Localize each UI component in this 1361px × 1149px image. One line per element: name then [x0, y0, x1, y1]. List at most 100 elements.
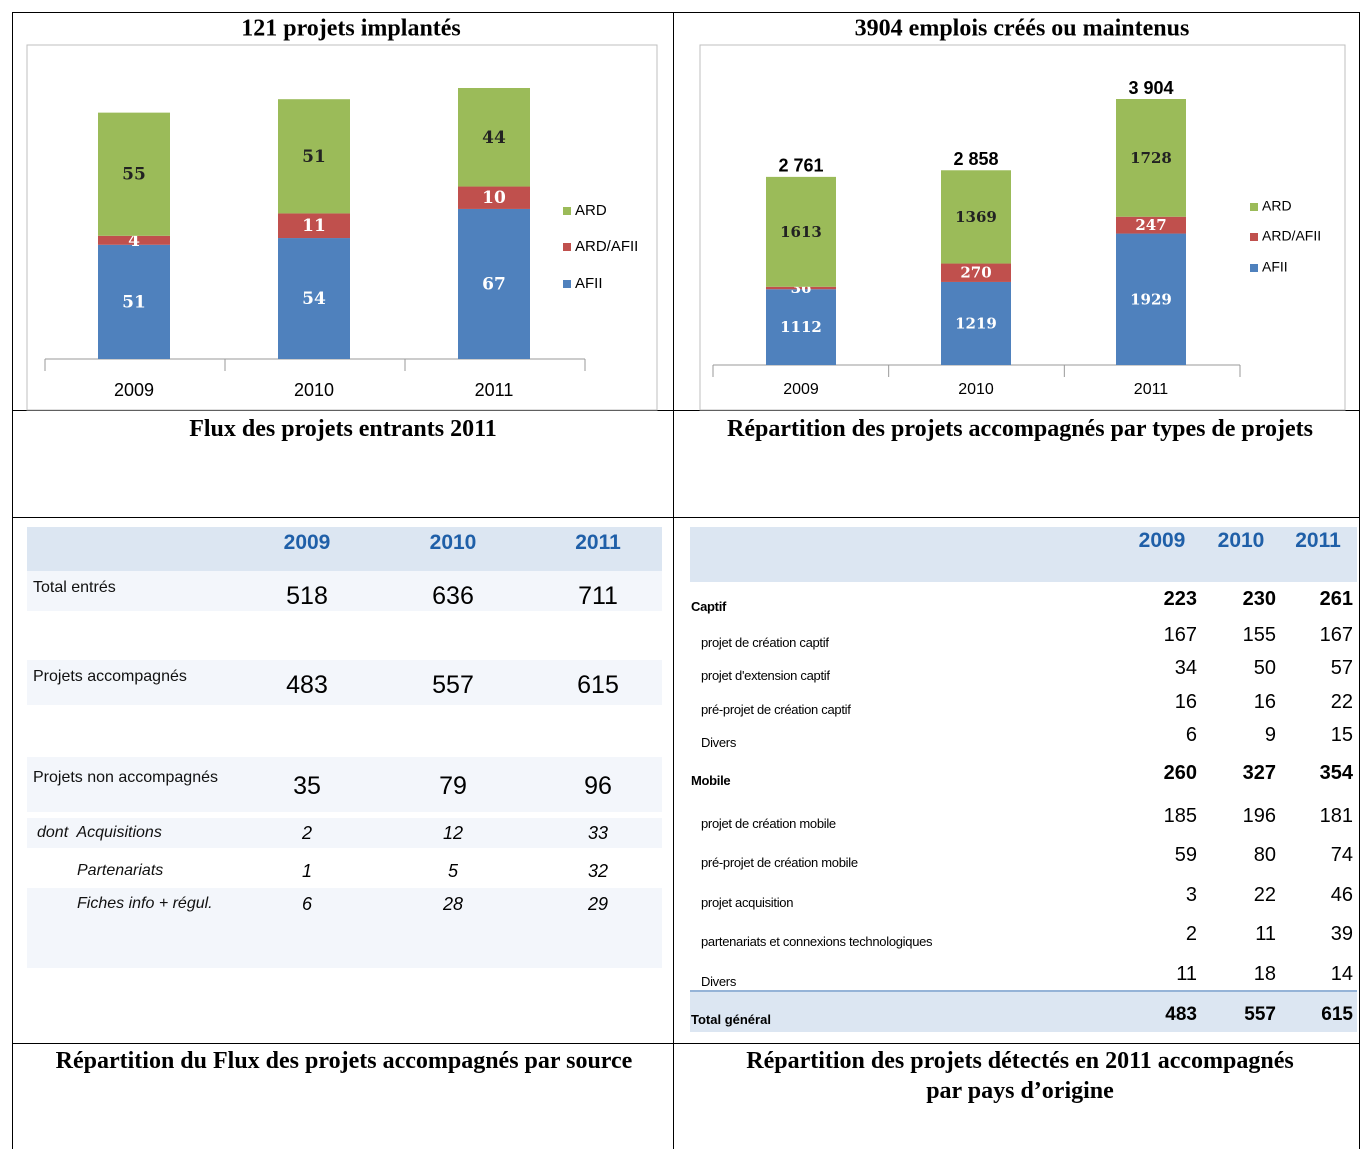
column-header: 2009 — [1138, 529, 1186, 552]
cell-value: 230 — [1242, 588, 1276, 610]
row-label: projet de création mobile — [701, 816, 836, 831]
cell-value: 32 — [587, 861, 609, 881]
cell-value: 483 — [1165, 1004, 1197, 1025]
row-label: Mobile — [691, 773, 731, 788]
cell-value: 181 — [1319, 805, 1353, 827]
legend-label: ARD/AFII — [575, 238, 638, 255]
legend-swatch — [1250, 233, 1258, 241]
row-label: Total général — [691, 1012, 771, 1027]
data-label: 270 — [960, 264, 991, 282]
x-tick-label: 2011 — [475, 380, 514, 400]
cell-value: 167 — [1163, 624, 1197, 646]
cell-value: 5 — [447, 861, 458, 881]
total-band — [690, 990, 1357, 1032]
bar-segment — [458, 186, 530, 209]
bar-segment — [458, 88, 530, 187]
row-label: dont Acquisitions — [37, 824, 162, 841]
cell-value: 74 — [1330, 844, 1353, 866]
legend-label: ARD — [1262, 198, 1292, 214]
x-tick-label: 2009 — [783, 381, 819, 398]
cell-value: 16 — [1253, 691, 1276, 713]
row-label: Partenariats — [77, 862, 164, 879]
data-label: 247 — [1135, 216, 1166, 234]
cell-value: 196 — [1242, 805, 1276, 827]
row-label: Projets accompagnés — [33, 668, 187, 685]
data-label: 1613 — [780, 223, 822, 241]
row-label: Fiches info + régul. — [77, 895, 213, 912]
row-label: projet d'extension captif — [701, 668, 830, 683]
border — [673, 12, 674, 1149]
x-tick-label: 2009 — [114, 380, 154, 400]
cell-value: 518 — [286, 582, 328, 610]
column-header: 2011 — [575, 531, 621, 554]
bar-segment — [941, 263, 1011, 282]
data-label: 54 — [302, 289, 326, 309]
row-label: Captif — [691, 599, 727, 614]
bar-segment — [278, 238, 350, 359]
row-label: projet de création captif — [701, 635, 829, 650]
cell-value: 96 — [584, 772, 612, 800]
data-label: 44 — [482, 128, 506, 148]
plot-frame — [699, 44, 1346, 411]
cell-value: 59 — [1174, 844, 1197, 866]
border — [12, 12, 1360, 13]
column-header: 2010 — [429, 531, 477, 554]
cell-value: 11 — [1176, 963, 1197, 985]
plot-frame — [26, 44, 658, 411]
cell-value: 22 — [1253, 884, 1276, 906]
heading: Répartition des projets accompagnés par … — [727, 416, 1313, 442]
row-band — [27, 818, 662, 848]
cell-value: 636 — [432, 582, 474, 610]
bar-segment — [98, 235, 170, 245]
cell-value: 167 — [1319, 624, 1353, 646]
cell-value: 261 — [1319, 588, 1353, 610]
cell-value: 16 — [1174, 691, 1197, 713]
data-label: 51 — [122, 292, 146, 312]
cell-value: 483 — [286, 671, 328, 699]
bar-segment — [766, 176, 836, 287]
legend-label: ARD — [575, 202, 607, 219]
cell-value: 1 — [301, 861, 312, 881]
row-label: Divers — [701, 735, 737, 750]
data-label: 1929 — [1130, 290, 1172, 308]
cell-value: 155 — [1242, 624, 1276, 646]
row-band — [27, 571, 662, 611]
border — [1359, 12, 1360, 1149]
cell-value: 9 — [1264, 724, 1276, 746]
cell-value: 354 — [1319, 762, 1353, 784]
cell-value: 50 — [1253, 657, 1276, 679]
data-label: 51 — [302, 147, 326, 167]
cell-value: 28 — [442, 894, 464, 914]
data-label: 67 — [482, 274, 506, 294]
data-label: 1219 — [955, 314, 997, 332]
row-band — [27, 660, 662, 705]
cell-value: 29 — [587, 894, 609, 914]
legend-swatch — [1250, 264, 1258, 272]
bar-segment — [98, 112, 170, 236]
header-band — [690, 527, 1357, 582]
data-label: 1112 — [780, 318, 822, 336]
cell-value: 327 — [1242, 762, 1276, 784]
total-label: 3 904 — [1128, 78, 1173, 98]
row-label: pré-projet de création captif — [701, 702, 851, 717]
cell-value: 711 — [578, 582, 618, 610]
cell-value: 223 — [1163, 588, 1197, 610]
cell-value: 57 — [1330, 657, 1353, 679]
cell-value: 79 — [439, 772, 467, 800]
cell-value: 35 — [293, 772, 321, 800]
bar-segment — [941, 281, 1011, 365]
cell-value: 22 — [1330, 691, 1353, 713]
x-tick-label: 2010 — [294, 380, 334, 400]
x-tick-label: 2011 — [1134, 381, 1169, 398]
cell-value: 6 — [301, 894, 312, 914]
row-label: projet acquisition — [701, 895, 794, 910]
cell-value: 615 — [1321, 1004, 1353, 1025]
column-header: 2011 — [1295, 529, 1341, 552]
row-band — [27, 757, 662, 812]
cell-value: 34 — [1174, 657, 1197, 679]
row-label: partenariats et connexions technologique… — [701, 934, 933, 949]
row-label: Total entrés — [33, 579, 116, 596]
legend-label: AFII — [575, 275, 603, 292]
cell-value: 12 — [442, 823, 464, 843]
legend-swatch — [563, 207, 571, 215]
